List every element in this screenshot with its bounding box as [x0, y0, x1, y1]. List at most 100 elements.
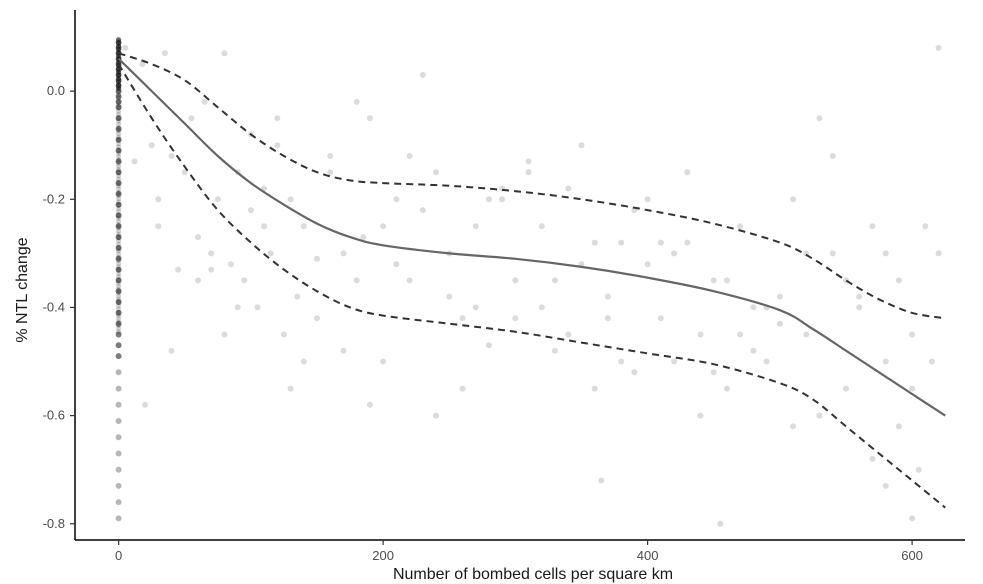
zero-data-point [116, 280, 122, 286]
data-point [618, 239, 625, 246]
zero-data-point [116, 115, 122, 121]
data-point [895, 423, 902, 430]
zero-data-point [116, 222, 122, 228]
zero-data-point [116, 287, 122, 293]
data-point [790, 196, 797, 203]
zero-data-point [115, 158, 122, 165]
zero-data-point [116, 124, 122, 130]
data-point [829, 153, 836, 159]
zero-data-point [115, 212, 122, 219]
data-point [724, 385, 730, 392]
zero-data-point [115, 190, 122, 197]
data-point [360, 234, 367, 241]
data-point [241, 277, 248, 284]
data-point [274, 115, 281, 122]
zero-data-point [116, 92, 122, 98]
data-point [816, 115, 823, 122]
data-point [684, 169, 691, 176]
data-point [591, 239, 598, 246]
data-point [459, 385, 466, 392]
data-point [525, 158, 532, 165]
data-point [267, 250, 274, 257]
data-point [195, 277, 201, 284]
data-point [228, 261, 234, 268]
data-point [327, 169, 334, 176]
data-point [565, 185, 572, 192]
zero-data-point [116, 192, 122, 199]
zero-data-point [116, 231, 122, 237]
zero-data-point [116, 160, 122, 166]
data-point [671, 358, 678, 365]
zero-data-point [115, 320, 122, 327]
data-point [776, 320, 783, 327]
zero-data-point [115, 255, 122, 262]
data-point [353, 98, 360, 105]
zero-data-point [116, 137, 122, 143]
data-point [287, 385, 294, 392]
data-point [208, 266, 215, 273]
zero-data-point [116, 325, 122, 332]
data-point [280, 331, 287, 338]
data-point [710, 277, 717, 284]
data-point [175, 266, 182, 273]
zero-data-point [115, 234, 122, 241]
zero-data-point [116, 241, 122, 247]
zero-data-point [116, 202, 122, 208]
zero-data-point [115, 515, 122, 522]
fit-line [117, 57, 946, 417]
data-point [882, 482, 889, 489]
data-point [776, 293, 783, 300]
data-point [294, 293, 301, 300]
data-point [353, 277, 360, 284]
data-point [790, 423, 797, 430]
zero-data-point [116, 215, 122, 221]
data-point [433, 412, 439, 419]
zero-data-point [116, 296, 122, 302]
zero-data-point [116, 322, 122, 328]
data-point [843, 385, 849, 392]
data-point [750, 304, 757, 311]
x-tick-label: 0 [115, 548, 122, 563]
zero-data-point [116, 170, 122, 176]
data-point [139, 61, 146, 68]
data-point [909, 385, 916, 392]
zero-data-point [116, 179, 122, 186]
data-point [697, 331, 704, 338]
data-point [366, 401, 373, 408]
zero-data-point [115, 98, 122, 105]
zero-data-point [116, 166, 122, 173]
zero-data-point [116, 218, 122, 225]
zero-data-point [115, 245, 122, 251]
zero-data-point [115, 223, 122, 230]
y-tick-label: -0.2 [43, 191, 65, 206]
data-point [829, 250, 836, 257]
data-point [406, 277, 413, 284]
zero-data-point [116, 131, 122, 137]
data-point [446, 293, 453, 300]
zero-data-point [115, 401, 122, 408]
zero-points-layer [115, 37, 122, 522]
y-tick-label: -0.4 [43, 299, 65, 314]
data-point [935, 250, 942, 257]
zero-data-point [115, 180, 122, 187]
zero-data-point [116, 228, 122, 234]
zero-data-point [116, 98, 122, 104]
y-tick-label: -0.8 [43, 516, 65, 531]
data-point [671, 250, 678, 257]
data-point [922, 223, 929, 230]
zero-data-point [116, 176, 122, 182]
data-point [148, 142, 155, 149]
data-point [221, 331, 228, 338]
data-point [314, 255, 320, 262]
data-point [254, 304, 261, 311]
zero-data-point [116, 264, 122, 270]
data-point [869, 455, 876, 462]
data-point [710, 369, 717, 376]
x-tick-label: 600 [901, 548, 923, 563]
data-point [208, 250, 215, 257]
zero-data-point [115, 353, 122, 360]
zero-data-point [116, 290, 122, 296]
lines-layer [117, 52, 946, 509]
zero-data-point [115, 277, 122, 284]
